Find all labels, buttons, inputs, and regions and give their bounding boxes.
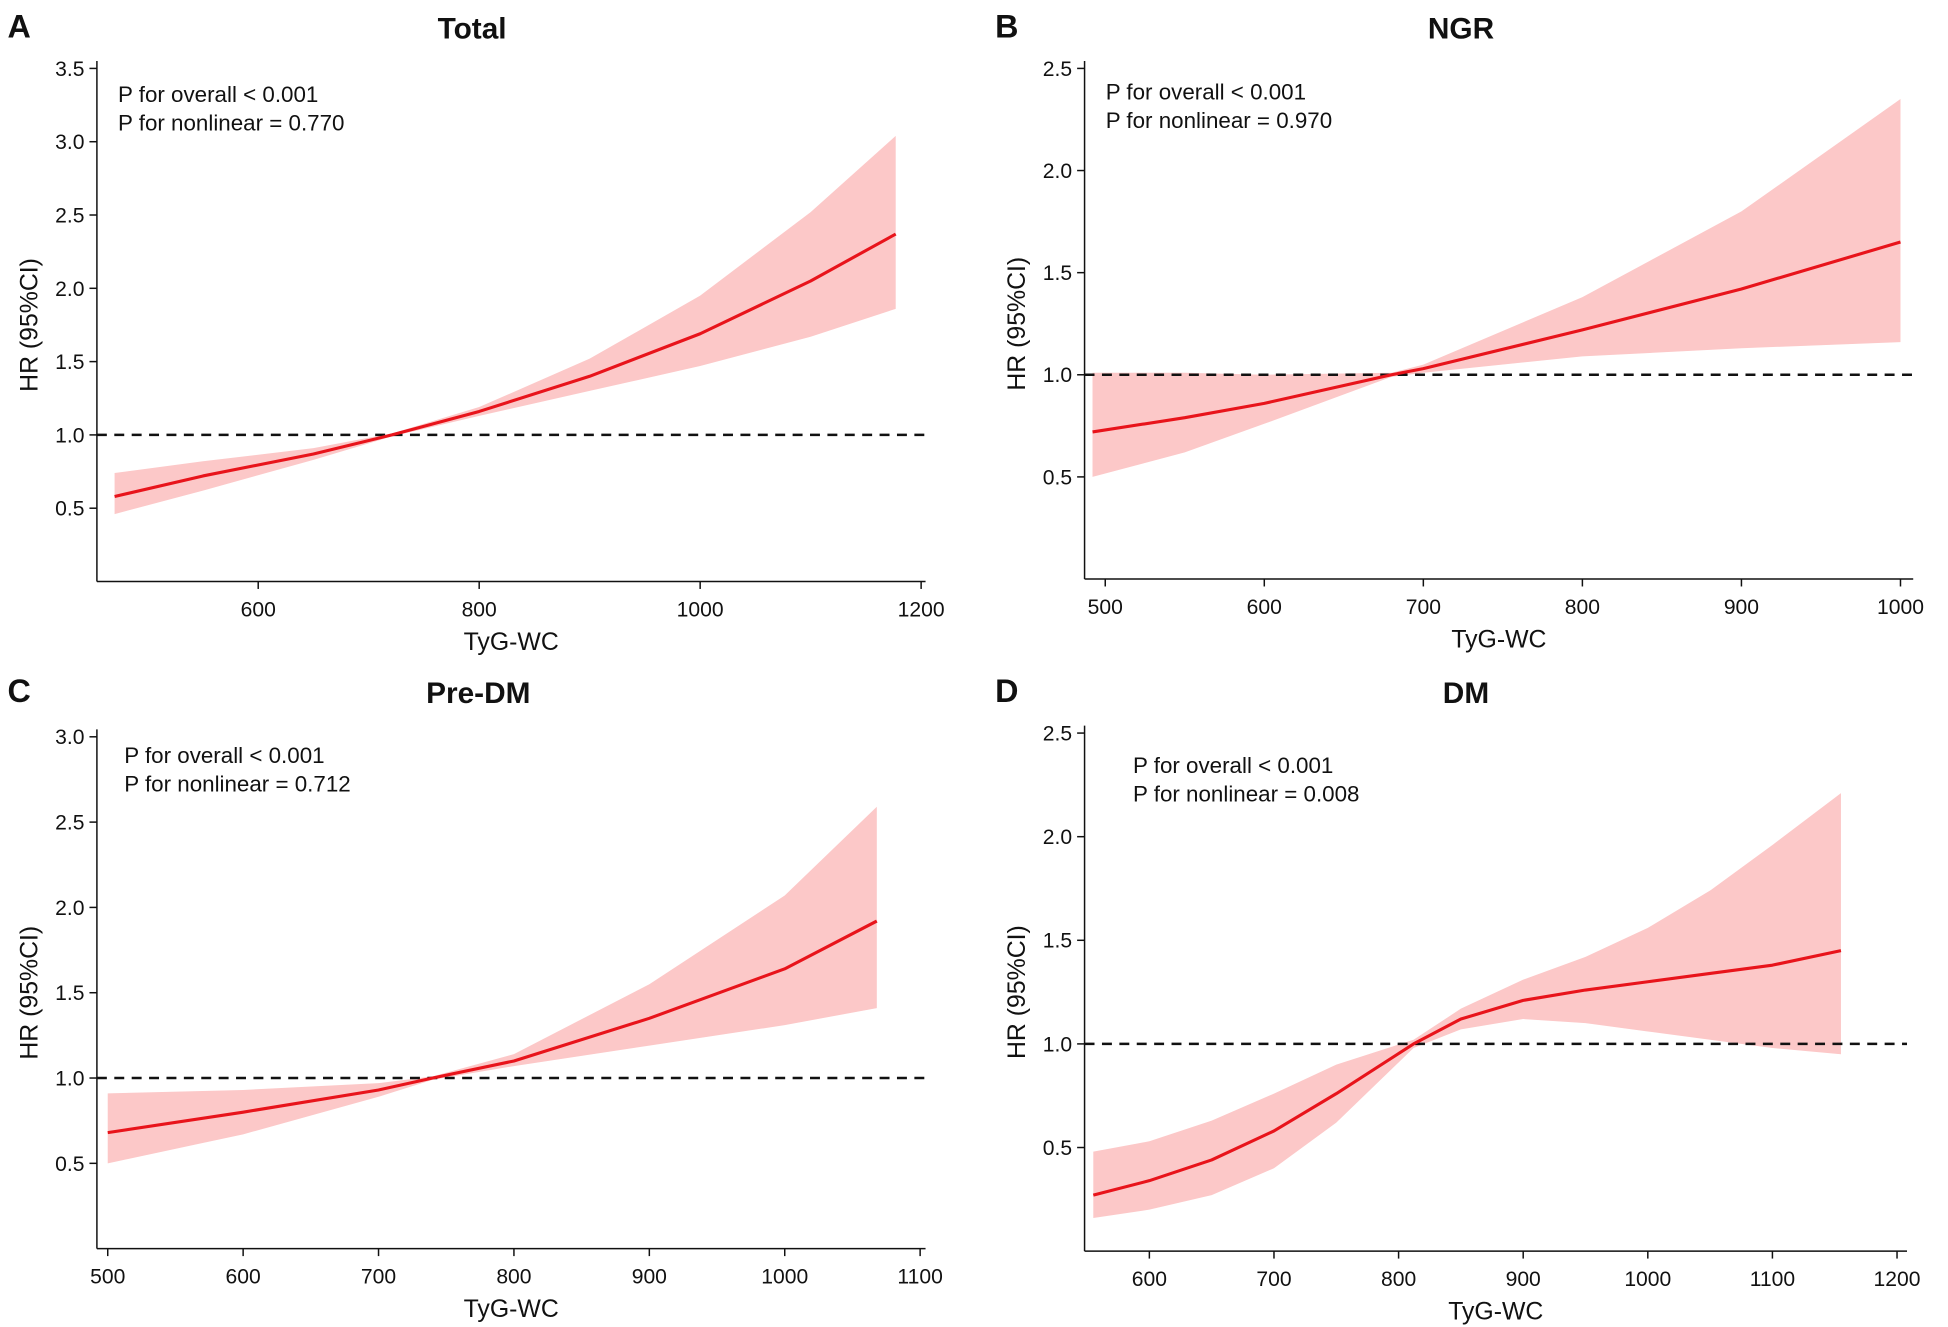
hr-line [114,232,897,498]
annotation: P for overall < 0.001 [118,82,318,107]
x-tick-label: 900 [1506,1268,1541,1291]
ci-band [1092,99,1901,477]
panel-title: NGR [1428,13,1494,46]
panel-letter: A [7,8,30,44]
x-tick-label: 800 [496,1265,531,1288]
y-tick-label: 1.0 [1043,364,1072,387]
panel-title: DM [1443,677,1489,710]
x-tick-label: 500 [90,1265,125,1288]
x-tick-label: 600 [226,1265,261,1288]
ci-band [1093,793,1841,1218]
annotation: P for nonlinear = 0.770 [118,111,344,136]
y-tick-label: 2.5 [55,204,84,227]
hr-line [1092,240,1901,434]
annotation: P for overall < 0.001 [1133,753,1333,778]
x-tick-label: 700 [1406,596,1441,619]
y-tick-label: 1.0 [55,424,84,447]
y-tick-label: 2.5 [1043,723,1072,746]
x-tick-label: 600 [1247,596,1282,619]
annotation: P for nonlinear = 0.970 [1106,108,1332,133]
y-tick-label: 2.0 [55,278,84,301]
y-axis-label: HR (95%CI) [1004,257,1031,391]
y-tick-label: 1.0 [1043,1033,1072,1056]
y-axis-label: HR (95%CI) [16,926,43,1060]
panel-letter: B [995,8,1018,44]
y-tick-label: 2.0 [55,897,84,920]
y-tick-label: 0.5 [1043,1137,1072,1160]
x-tick-label: 1000 [1877,596,1924,619]
x-tick-label: 1200 [1874,1268,1921,1291]
annotation: P for nonlinear = 0.008 [1133,781,1359,806]
panel-title: Total [438,13,507,46]
x-tick-label: 700 [361,1265,396,1288]
ci-band [107,806,877,1164]
annotation: P for nonlinear = 0.712 [124,771,350,796]
x-axis-label: TyG-WC [1448,1298,1543,1325]
y-tick-label: 1.0 [55,1067,84,1090]
x-tick-label: 1200 [898,598,945,621]
x-tick-label: 500 [1088,596,1123,619]
y-axis-label: HR (95%CI) [16,258,43,392]
y-tick-label: 1.5 [1043,930,1072,953]
x-tick-label: 800 [462,598,497,621]
x-tick-label: 600 [1132,1268,1167,1291]
annotation: P for overall < 0.001 [124,743,324,768]
panel-letter: D [995,673,1018,709]
y-tick-label: 0.5 [55,1153,84,1176]
x-axis-label: TyG-WC [464,1296,559,1323]
x-tick-label: 900 [1724,596,1759,619]
y-tick-label: 0.5 [55,498,84,521]
hr-line [107,919,878,1135]
y-tick-label: 2.0 [1043,160,1072,183]
x-tick-label: 700 [1256,1268,1291,1291]
panel-letter: C [7,673,30,709]
panel-title: Pre-DM [426,677,530,710]
y-axis-label: HR (95%CI) [1004,925,1031,1059]
x-tick-label: 800 [1381,1268,1416,1291]
y-tick-label: 3.0 [55,131,84,154]
x-tick-label: 900 [632,1265,667,1288]
y-tick-label: 2.5 [55,812,84,835]
x-tick-label: 1100 [897,1265,942,1288]
y-tick-label: 1.5 [55,351,84,374]
y-tick-label: 2.5 [1043,58,1072,81]
y-tick-label: 0.5 [1043,466,1072,489]
y-tick-label: 3.5 [55,58,84,81]
x-tick-label: 1000 [761,1265,808,1288]
y-tick-label: 2.0 [1043,826,1072,849]
x-axis-label: TyG-WC [464,629,559,656]
y-tick-label: 3.0 [55,726,84,749]
hr-line [1092,949,1842,1197]
x-tick-label: 1000 [1624,1268,1671,1291]
x-tick-label: 1000 [677,598,724,621]
annotation: P for overall < 0.001 [1106,79,1306,104]
x-axis-label: TyG-WC [1451,626,1546,653]
x-tick-label: 600 [241,598,276,621]
x-tick-label: 1100 [1750,1268,1795,1291]
ci-band [114,135,896,515]
x-tick-label: 800 [1565,596,1600,619]
y-tick-label: 1.5 [1043,262,1072,285]
y-tick-label: 1.5 [55,982,84,1005]
